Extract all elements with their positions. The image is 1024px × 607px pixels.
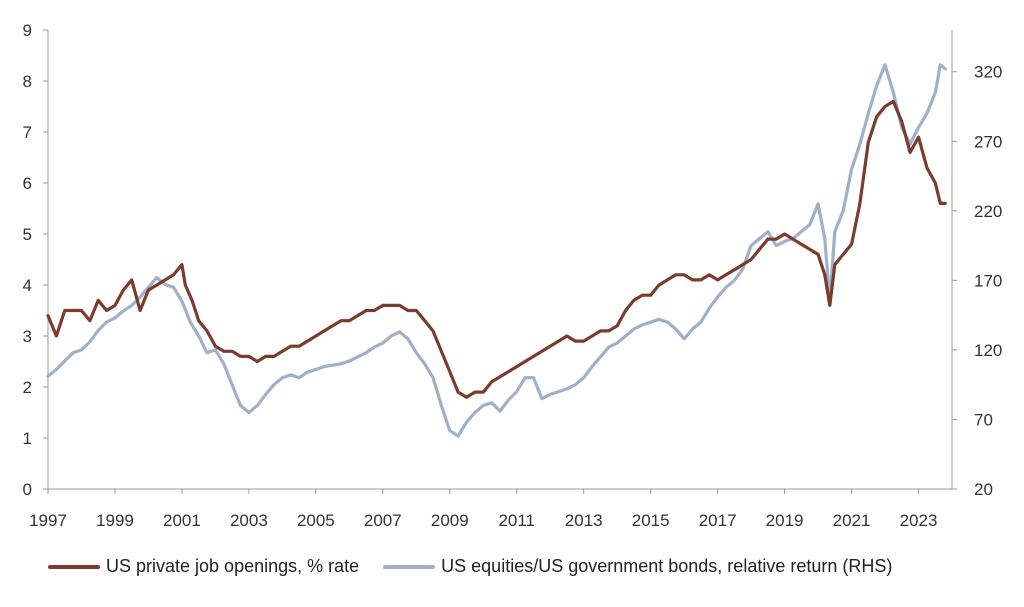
- x-tick-label: 2017: [699, 511, 737, 530]
- y-tick-label-right: 220: [974, 202, 1002, 221]
- chart-container: 0 1 2 3 4 5 6 7 8 9 20 70 120 170 220 270 320 1997 1999 200…: [0, 0, 1024, 607]
- x-tick-label: 2021: [833, 511, 871, 530]
- x-tick-label: 2011: [498, 511, 535, 530]
- y-tick-label-left: 3: [23, 327, 32, 346]
- x-tick-label: 2019: [766, 511, 804, 530]
- y-tick-label-right: 120: [974, 341, 1002, 360]
- legend-swatch-relative-return: [383, 565, 435, 569]
- series-line-job-openings: [48, 101, 945, 397]
- y-tick-label-left: 7: [23, 123, 32, 142]
- legend-swatch-job-openings: [48, 565, 100, 569]
- x-tick-label: 1999: [96, 511, 134, 530]
- x-tick-label: 2009: [431, 511, 469, 530]
- x-tick-label: 2023: [900, 511, 938, 530]
- x-tick-label: 2003: [230, 511, 268, 530]
- y-tick-label-left: 4: [23, 276, 32, 295]
- y-tick-label-left: 9: [23, 21, 32, 40]
- legend-label-relative-return: US equities/US government bonds, relativ…: [441, 556, 892, 577]
- y-tick-label-right: 70: [974, 410, 993, 429]
- x-tick-label: 2001: [163, 511, 201, 530]
- legend-label-job-openings: US private job openings, % rate: [106, 556, 359, 577]
- x-tick-label: 1997: [29, 511, 67, 530]
- line-chart: 0 1 2 3 4 5 6 7 8 9 20 70 120 170 220 270 320 1997 1999 200…: [0, 0, 1024, 607]
- chart-legend: US private job openings, % rate US equit…: [48, 556, 892, 577]
- y-tick-label-left: 6: [23, 174, 32, 193]
- y-tick-label-left: 8: [23, 72, 32, 91]
- y-tick-label-right: 270: [974, 132, 1002, 151]
- y-tick-label-right: 320: [974, 63, 1002, 82]
- y-tick-label-left: 5: [23, 225, 32, 244]
- y-tick-label-right: 20: [974, 480, 993, 499]
- y-tick-label-left: 0: [23, 480, 32, 499]
- chart-series: [48, 65, 945, 436]
- y-tick-label-left: 2: [23, 378, 32, 397]
- x-tick-label: 2005: [297, 511, 335, 530]
- x-tick-label: 2013: [565, 511, 603, 530]
- x-tick-label: 2015: [632, 511, 670, 530]
- y-tick-label-right: 170: [974, 271, 1002, 290]
- legend-item-job-openings: US private job openings, % rate: [48, 556, 359, 577]
- x-tick-label: 2007: [364, 511, 402, 530]
- legend-item-relative-return: US equities/US government bonds, relativ…: [383, 556, 892, 577]
- y-tick-label-left: 1: [23, 429, 32, 448]
